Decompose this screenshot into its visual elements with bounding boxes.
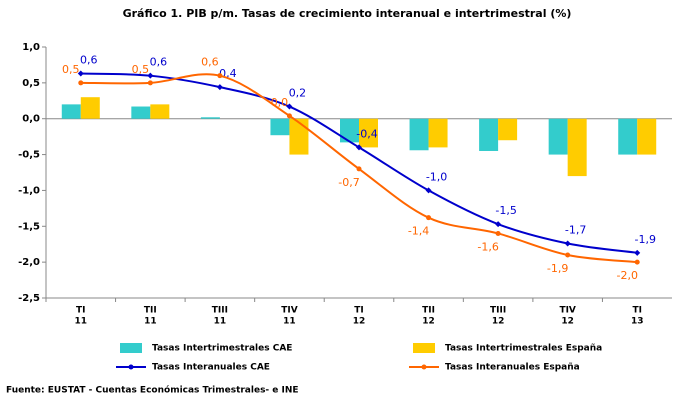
y-tick-label: -1,5 [18, 221, 40, 232]
marker [356, 166, 362, 172]
x-tick-label: TIV [559, 306, 575, 316]
legend-swatch [413, 343, 435, 353]
marker [426, 215, 432, 221]
bar [637, 118, 657, 155]
bar [428, 118, 448, 148]
marker [565, 252, 571, 258]
data-label: -0,7 [338, 176, 359, 189]
marker [216, 84, 223, 91]
legend-swatch [421, 364, 427, 370]
bar [479, 118, 499, 151]
data-label: -1,7 [565, 223, 586, 236]
marker [147, 80, 153, 86]
line [80, 72, 638, 254]
bar [548, 118, 568, 155]
y-tick-label: -2,0 [18, 257, 40, 268]
marker [286, 113, 292, 119]
legend-label: Tasas Interanuales España [445, 363, 580, 373]
marker [286, 103, 293, 110]
data-label: 0,0 [271, 96, 289, 109]
data-label: -0,4 [356, 127, 377, 140]
legend-label: Tasas Intertrimestrales CAE [152, 344, 292, 354]
y-tick-label: -1,0 [18, 185, 40, 196]
marker [634, 259, 640, 265]
x-tick-label: 12 [492, 317, 505, 327]
data-label: -1,4 [408, 225, 429, 238]
x-tick-label: TII [422, 306, 435, 316]
marker [425, 187, 432, 194]
data-label: -1,9 [547, 262, 568, 275]
data-label: 0,5 [62, 63, 80, 76]
x-tick-label: 12 [422, 317, 435, 327]
bar [270, 118, 290, 136]
data-label: -1,6 [477, 240, 498, 253]
x-tick-label: TIII [212, 306, 228, 316]
marker [77, 70, 84, 77]
x-tick-label: TII [144, 306, 157, 316]
marker [356, 144, 362, 151]
data-label: -2,0 [616, 269, 637, 282]
chart-title: Gráfico 1. PIB p/m. Tasas de crecimiento… [123, 7, 572, 20]
marker [217, 73, 223, 79]
x-tick-label: TIII [490, 306, 506, 316]
marker [564, 240, 571, 247]
legend-swatch [120, 343, 142, 353]
bar [618, 118, 638, 155]
data-label: -1,5 [495, 204, 516, 217]
marker [495, 230, 501, 236]
x-tick-label: 11 [75, 317, 88, 327]
marker [634, 249, 641, 256]
legend-label: Tasas Interanuales CAE [152, 363, 270, 373]
x-tick-label: 12 [353, 317, 366, 327]
bar [61, 104, 81, 119]
bar [567, 118, 587, 177]
data-label: 0,2 [289, 87, 307, 100]
x-tick-label: 12 [561, 317, 574, 327]
bar [80, 97, 100, 119]
data-label: 0,6 [201, 56, 219, 69]
bar [200, 117, 220, 119]
x-tick-label: 13 [631, 317, 644, 327]
x-tick-label: TI [354, 306, 364, 316]
source: Fuente: EUSTAT - Cuentas Económicas Trim… [6, 385, 299, 396]
x-tick-label: 11 [144, 317, 157, 327]
marker [495, 221, 502, 228]
x-tick-label: TI [632, 306, 642, 316]
bar [409, 118, 429, 151]
data-label: 0,6 [80, 54, 98, 67]
y-tick-label: 1,0 [22, 42, 40, 53]
data-label: -1,0 [426, 170, 447, 183]
bar [150, 104, 170, 119]
bar [498, 118, 518, 141]
data-label: -1,9 [634, 233, 655, 246]
legend-label: Tasas Intertrimestrales España [445, 344, 602, 354]
bar [131, 106, 151, 119]
bar [359, 118, 378, 148]
marker [147, 72, 154, 79]
y-tick-label: 0,0 [22, 114, 40, 125]
bar [340, 118, 359, 143]
y-tick-label: 0,5 [22, 78, 40, 89]
x-tick-label: 11 [283, 317, 296, 327]
x-tick-label: TIV [281, 306, 297, 316]
bar [289, 118, 309, 155]
marker [78, 80, 84, 86]
data-label: 0,5 [132, 63, 150, 76]
x-tick-label: 11 [214, 317, 227, 327]
x-tick-label: TI [76, 306, 86, 316]
y-tick-label: -2,5 [18, 293, 40, 304]
legend-swatch [128, 364, 134, 370]
y-tick-label: -0,5 [18, 150, 40, 161]
data-label: 0,6 [150, 56, 168, 69]
